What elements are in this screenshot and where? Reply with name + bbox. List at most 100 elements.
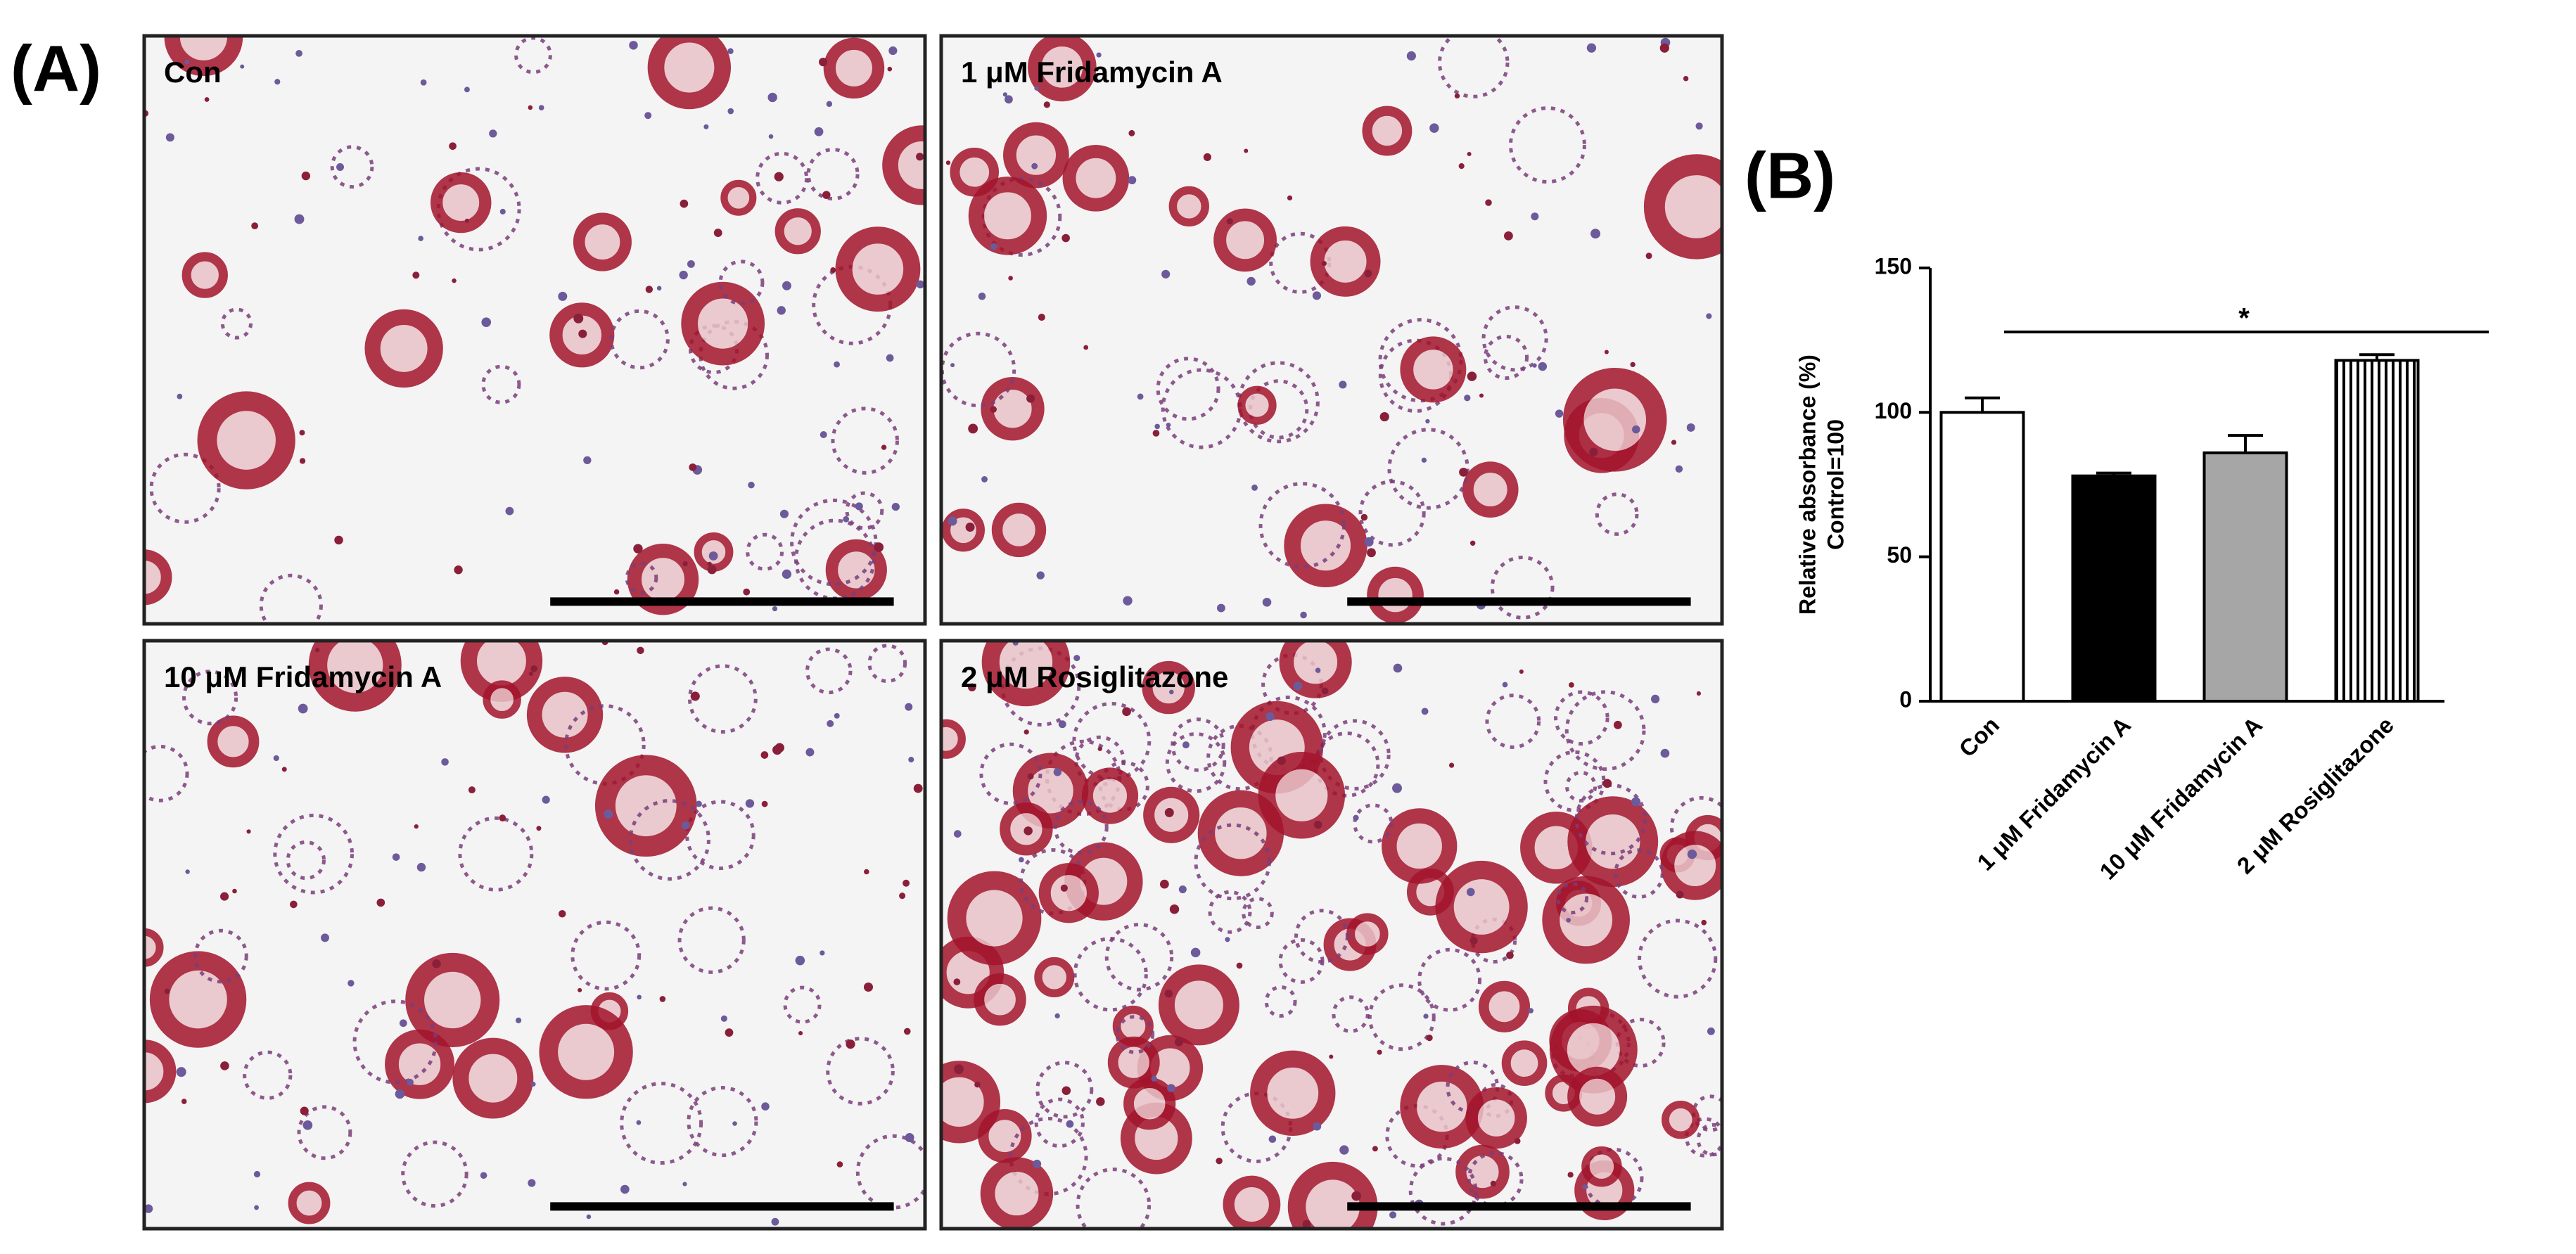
debris xyxy=(1426,1034,1433,1042)
debris xyxy=(1302,1220,1311,1229)
debris xyxy=(273,755,279,762)
cell xyxy=(1034,1097,1085,1148)
debris xyxy=(772,606,778,612)
cell xyxy=(385,1029,455,1099)
scale-bar xyxy=(550,1202,894,1211)
debris xyxy=(1083,345,1089,350)
debris xyxy=(468,786,476,794)
debris xyxy=(573,313,584,324)
debris xyxy=(499,208,506,215)
bar xyxy=(1939,411,2025,703)
debris xyxy=(184,59,190,65)
debris xyxy=(1567,1172,1574,1178)
debris xyxy=(864,869,869,875)
cell xyxy=(1168,186,1209,227)
debris xyxy=(1464,395,1471,402)
cell xyxy=(882,125,925,205)
debris xyxy=(1164,807,1174,817)
debris xyxy=(1315,667,1321,673)
debris xyxy=(1128,176,1137,185)
debris xyxy=(644,112,652,120)
debris xyxy=(1058,720,1066,729)
debris xyxy=(414,824,419,829)
debris xyxy=(1265,712,1275,722)
debris xyxy=(530,665,537,672)
debris xyxy=(822,191,831,199)
debris xyxy=(1066,1120,1074,1128)
cell xyxy=(193,928,248,984)
debris xyxy=(954,1064,964,1075)
debris xyxy=(1555,409,1564,418)
debris xyxy=(1467,151,1472,157)
cell xyxy=(1382,808,1458,884)
image-background xyxy=(144,641,925,1229)
debris xyxy=(1686,423,1695,432)
cell xyxy=(1614,848,1664,899)
debris xyxy=(418,236,423,241)
debris xyxy=(846,1039,855,1049)
debris xyxy=(1005,95,1013,104)
cell xyxy=(1437,36,1510,98)
debris xyxy=(637,994,642,1000)
bar-chart: (B) 0 50 100 150 Relative absorbance (%) Cont… xyxy=(1745,139,2489,885)
debris xyxy=(1313,1122,1322,1131)
cell xyxy=(1242,897,1274,929)
debris xyxy=(682,1182,687,1186)
cell xyxy=(526,677,604,753)
cell xyxy=(1387,428,1469,510)
debris xyxy=(290,900,298,909)
debris xyxy=(1377,1049,1382,1055)
debris xyxy=(376,898,385,907)
debris xyxy=(1506,952,1514,959)
panel-label: (B) xyxy=(1745,139,1835,212)
image-label: 10 μM Fridamycin A xyxy=(164,660,442,693)
debris xyxy=(690,691,700,701)
debris xyxy=(1423,1013,1429,1019)
cell xyxy=(1053,800,1109,855)
debris xyxy=(1036,571,1045,580)
cell xyxy=(1310,226,1381,297)
debris xyxy=(505,506,514,516)
cell xyxy=(1564,690,1646,772)
debris xyxy=(1351,1191,1362,1201)
debris xyxy=(682,561,688,567)
scale-bar xyxy=(550,597,894,606)
debris xyxy=(1073,655,1080,662)
debris xyxy=(1166,1084,1175,1092)
debris xyxy=(254,1205,259,1210)
debris xyxy=(1061,233,1070,243)
debris xyxy=(538,105,544,110)
cell xyxy=(628,799,710,881)
debris xyxy=(464,218,469,223)
cell xyxy=(947,871,1042,966)
debris xyxy=(1631,797,1641,807)
debris xyxy=(1696,691,1701,696)
debris xyxy=(432,959,441,968)
debris xyxy=(1602,779,1612,788)
cell xyxy=(243,1050,293,1100)
cell xyxy=(627,544,699,615)
debris xyxy=(336,162,345,171)
debris xyxy=(1479,393,1484,398)
debris xyxy=(1321,261,1327,267)
debris xyxy=(743,588,751,596)
debris xyxy=(1002,92,1008,97)
debris xyxy=(1293,682,1303,691)
cell xyxy=(1595,492,1639,536)
cell xyxy=(1417,947,1482,1012)
debris xyxy=(1660,748,1670,758)
debris xyxy=(798,1030,803,1036)
cell xyxy=(514,36,552,75)
debris xyxy=(1246,276,1256,286)
scale-bar xyxy=(1347,597,1691,606)
debris xyxy=(1096,1097,1105,1106)
debris xyxy=(681,821,690,830)
debris xyxy=(1459,468,1468,477)
cell xyxy=(1478,980,1531,1032)
debris xyxy=(1027,773,1034,780)
debris xyxy=(748,481,755,489)
debris xyxy=(1236,962,1243,969)
cell xyxy=(1237,361,1320,444)
debris xyxy=(1137,393,1144,400)
cell xyxy=(1485,693,1541,749)
